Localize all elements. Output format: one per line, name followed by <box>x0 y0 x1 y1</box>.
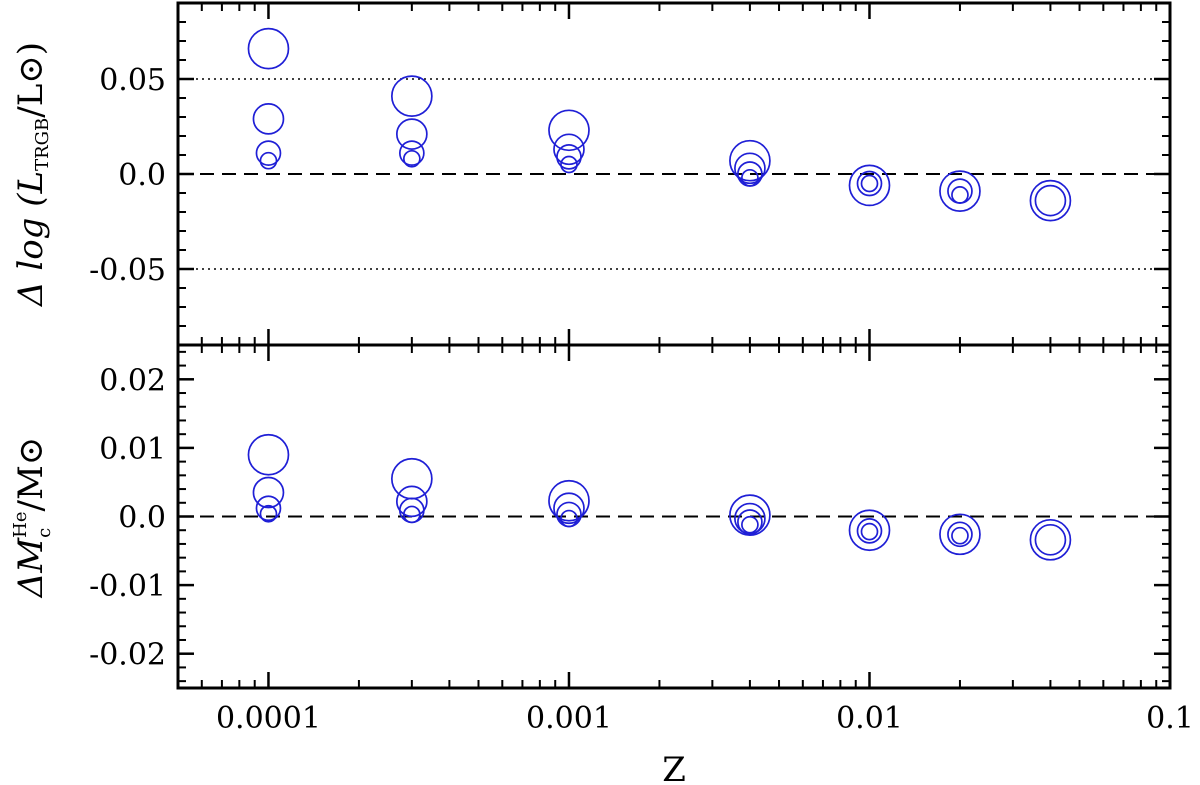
top-panel: -0.05 0.0 0.05 Δ log (LTRGB/L⊙) <box>11 1 1172 347</box>
data-point <box>553 492 585 525</box>
data-point <box>247 433 290 476</box>
data-point <box>860 174 879 193</box>
y-tick-label: 0.01 <box>99 432 166 467</box>
bottom-data-points <box>247 433 1072 561</box>
data-point <box>729 494 771 536</box>
y-tick-label: -0.05 <box>89 253 166 288</box>
top-ylabel-sub: TRGB <box>32 118 53 171</box>
data-point <box>939 170 981 212</box>
data-point <box>398 497 425 524</box>
data-point <box>939 513 981 556</box>
top-ylabel-main: Δ log (L <box>11 171 51 308</box>
data-point <box>1034 184 1067 217</box>
data-point <box>947 521 973 548</box>
data-point <box>390 75 433 117</box>
data-point <box>398 140 425 166</box>
bottom-panel: -0.02 -0.01 0.0 0.01 0.02 ΔMcHe/M⊙ <box>10 343 1172 690</box>
data-point <box>737 509 763 535</box>
data-point <box>402 505 421 524</box>
y-tick-label: 0.05 <box>99 63 166 98</box>
data-point <box>741 515 759 534</box>
y-tick-label: 0.0 <box>118 501 166 536</box>
top-ylabel-tail: /L⊙) <box>11 42 51 118</box>
data-point <box>848 164 891 207</box>
data-point <box>548 109 590 152</box>
bottom-ylabel-sup: He <box>10 511 31 537</box>
x-axis-label: Z <box>662 750 686 785</box>
y-tick-label: -0.02 <box>89 638 166 673</box>
data-point <box>255 495 282 522</box>
data-point <box>247 27 290 70</box>
data-point <box>556 144 582 170</box>
bottom-panel-frame <box>176 343 1172 690</box>
data-point <box>947 178 973 204</box>
bottom-ylabel-sub: c <box>34 528 55 538</box>
bottom-ylabel-main: ΔM <box>11 537 51 600</box>
data-point <box>848 509 891 552</box>
data-point <box>252 103 285 135</box>
data-point <box>1029 179 1072 222</box>
data-point <box>548 479 590 522</box>
data-point <box>856 170 883 197</box>
y-tick-label: 0.02 <box>99 363 166 398</box>
top-data-points <box>247 27 1072 222</box>
data-point <box>390 457 433 500</box>
x-tick-label: 0.0001 <box>216 701 321 736</box>
x-tick-labels: 0.0001 0.001 0.01 0.1 <box>216 701 1194 736</box>
x-tick-label: 0.001 <box>526 701 612 736</box>
data-point <box>951 186 969 204</box>
data-point <box>1029 518 1072 561</box>
y-tick-label: 0.0 <box>118 158 166 193</box>
bottom-ylabel-tail: /M⊙ <box>11 437 51 512</box>
data-point <box>395 118 428 150</box>
top-panel-ylabel: Δ log (LTRGB/L⊙) <box>11 42 53 308</box>
data-point <box>259 504 278 523</box>
data-point <box>951 526 969 545</box>
x-tick-label: 0.1 <box>1146 701 1194 736</box>
y-tick-label: -0.01 <box>89 569 166 604</box>
bottom-y-ticks: -0.02 -0.01 0.0 0.01 0.02 <box>89 350 1170 683</box>
data-point <box>402 149 421 168</box>
data-point <box>1034 523 1067 556</box>
data-point <box>860 522 879 541</box>
top-reference-lines <box>178 78 1170 270</box>
data-point <box>560 509 578 528</box>
data-point <box>729 139 771 182</box>
bottom-panel-ylabel: ΔMcHe/M⊙ <box>10 437 55 600</box>
top-y-ticks: -0.05 0.0 0.05 <box>89 2 1170 346</box>
data-point <box>255 140 282 166</box>
data-point <box>259 151 278 170</box>
data-point <box>734 152 766 185</box>
data-point <box>252 476 285 509</box>
data-point <box>741 168 759 187</box>
data-point <box>395 485 428 518</box>
x-tick-label: 0.01 <box>836 701 903 736</box>
data-point <box>560 155 578 174</box>
data-point <box>553 133 585 166</box>
data-point <box>856 518 883 544</box>
